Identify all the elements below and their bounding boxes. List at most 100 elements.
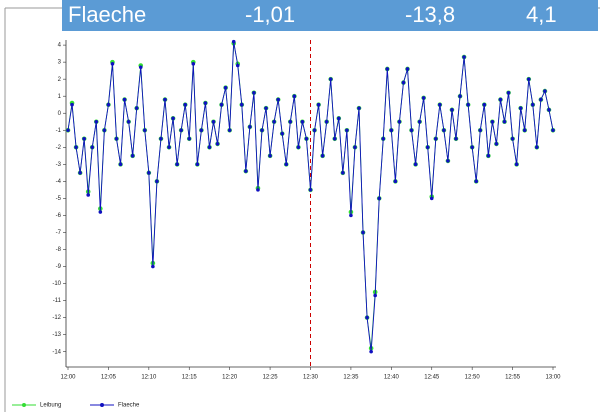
point	[207, 145, 212, 150]
x-tick-label: 12:10	[141, 375, 157, 381]
point	[450, 108, 454, 112]
point	[539, 97, 543, 102]
point	[256, 188, 260, 192]
y-tick-label: -2	[56, 145, 62, 151]
point	[433, 136, 438, 141]
point	[413, 162, 418, 167]
point	[547, 108, 551, 112]
y-tick-label: 0	[58, 111, 62, 117]
x-tick-label: 12:15	[182, 375, 198, 381]
x-tick-label: 12:05	[101, 375, 117, 381]
x-tick-label: 12:30	[303, 375, 319, 381]
y-tick-label: 3	[58, 60, 62, 66]
point	[292, 94, 297, 99]
point	[276, 97, 280, 102]
point	[211, 119, 216, 124]
point	[110, 62, 115, 66]
point	[187, 136, 192, 141]
point	[486, 154, 491, 158]
point	[151, 264, 155, 269]
point	[514, 162, 519, 167]
y-tick-label: -10	[52, 281, 61, 287]
x-tick-label: 12:40	[384, 375, 400, 381]
point	[316, 102, 321, 107]
point	[345, 128, 349, 133]
point	[244, 169, 248, 173]
point	[454, 136, 458, 141]
y-tick-label: -13	[52, 332, 61, 338]
point	[373, 293, 377, 298]
point	[526, 77, 531, 81]
point	[446, 159, 450, 163]
point	[74, 145, 78, 150]
x-tick-label: 12:50	[465, 375, 481, 381]
point	[405, 67, 410, 71]
y-tick-label: 4	[58, 43, 62, 49]
point	[438, 102, 442, 107]
point	[478, 128, 483, 133]
point	[417, 119, 422, 124]
point	[167, 145, 171, 150]
point	[78, 171, 82, 175]
y-tick-label: -8	[56, 247, 62, 253]
y-tick-label: -12	[52, 315, 61, 321]
header-value: -13,8	[405, 2, 455, 27]
point	[543, 89, 547, 93]
point	[191, 62, 196, 66]
point	[336, 116, 341, 121]
point	[466, 102, 470, 107]
header-bar	[62, 0, 598, 31]
point	[183, 102, 188, 107]
x-tick-label: 12:55	[505, 375, 521, 381]
point	[175, 162, 179, 167]
legend-marker	[100, 403, 104, 407]
point	[474, 179, 479, 184]
header-value: -1,01	[245, 2, 295, 27]
point	[429, 196, 434, 201]
point	[179, 128, 183, 133]
point	[535, 145, 539, 150]
point	[126, 119, 131, 124]
point	[401, 80, 406, 85]
point	[425, 145, 430, 150]
point	[324, 119, 329, 124]
point	[227, 128, 232, 133]
point	[252, 90, 256, 95]
point	[385, 67, 390, 71]
point	[518, 106, 523, 110]
point	[312, 128, 317, 133]
point	[502, 119, 507, 124]
point	[264, 106, 268, 110]
point	[231, 39, 236, 44]
y-tick-label: -4	[56, 179, 62, 185]
x-tick-label: 12:00	[60, 375, 76, 381]
point	[219, 102, 224, 107]
point	[280, 131, 285, 136]
point	[470, 145, 474, 150]
point	[134, 106, 139, 110]
point	[332, 136, 337, 141]
point	[239, 102, 244, 107]
point	[138, 65, 143, 70]
point	[223, 85, 228, 90]
point	[341, 171, 345, 175]
point	[442, 128, 446, 133]
x-tick-label: 12:35	[343, 375, 359, 381]
header-label: Flaeche	[68, 2, 146, 27]
point	[203, 101, 208, 105]
legend-label: Flaeche	[118, 403, 140, 409]
point	[118, 162, 123, 167]
x-tick-label: 12:20	[222, 375, 238, 381]
point	[494, 142, 499, 146]
point	[215, 142, 220, 146]
point	[272, 119, 276, 124]
point	[130, 154, 135, 158]
point	[284, 162, 289, 167]
point	[199, 128, 204, 133]
point	[490, 119, 495, 124]
point	[377, 196, 382, 201]
point	[114, 136, 119, 141]
y-tick-label: -1	[56, 128, 62, 134]
point	[268, 154, 272, 158]
